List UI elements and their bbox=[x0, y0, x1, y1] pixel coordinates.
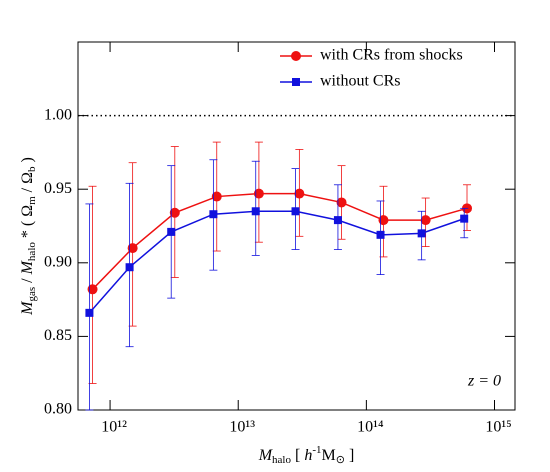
y-axis-label-part: / bbox=[19, 274, 36, 286]
y-axis-label-part: m bbox=[26, 196, 38, 205]
series-line bbox=[88, 210, 465, 314]
data-point bbox=[211, 191, 222, 202]
x-axis-label: Mhalo [ h-1M⊙ ] bbox=[258, 444, 355, 466]
annotation: z = 0 bbox=[467, 373, 501, 390]
x-tick-label: 10¹⁵ bbox=[485, 419, 511, 436]
data-point bbox=[251, 207, 260, 216]
x-axis-label-part: ⊙ bbox=[336, 454, 345, 466]
y-axis-label-part: M bbox=[19, 300, 36, 316]
x-axis-label-part: [ bbox=[291, 447, 304, 464]
x-tick-label: 10¹³ bbox=[229, 419, 255, 436]
y-axis-label-part: / Ω bbox=[19, 172, 36, 196]
data-point bbox=[85, 308, 94, 317]
x-axis-label-part: M bbox=[258, 447, 274, 464]
data-point bbox=[169, 207, 180, 218]
y-axis-label-part: ) bbox=[19, 157, 36, 166]
y-tick-label: 0.95 bbox=[44, 180, 72, 197]
series-line bbox=[92, 192, 468, 290]
data-point bbox=[87, 284, 98, 295]
data-point bbox=[336, 197, 347, 208]
y-tick-label: 0.90 bbox=[44, 253, 72, 270]
legend-label: without CRs bbox=[320, 73, 400, 90]
x-axis-label-part: -1 bbox=[312, 444, 321, 456]
y-axis-label-part: b bbox=[26, 166, 38, 172]
legend-label: with CRs from shocks bbox=[320, 47, 463, 64]
data-point bbox=[253, 188, 264, 199]
y-axis-label-part: gas bbox=[26, 287, 38, 302]
y-tick-label: 0.80 bbox=[44, 401, 72, 418]
x-axis-label-part: M bbox=[322, 447, 336, 464]
data-point bbox=[291, 207, 300, 216]
legend-marker bbox=[292, 78, 300, 86]
data-point bbox=[294, 188, 305, 199]
plot-frame bbox=[77, 41, 516, 411]
data-point bbox=[125, 263, 134, 272]
x-axis-label-part: halo bbox=[272, 454, 291, 466]
data-point bbox=[460, 214, 469, 223]
x-axis-label-part: ] bbox=[345, 447, 354, 464]
y-axis-label-part: halo bbox=[26, 242, 38, 261]
y-tick-label: 1.00 bbox=[44, 106, 72, 123]
data-point bbox=[167, 227, 176, 236]
y-axis-label-part: M bbox=[19, 259, 36, 275]
data-point bbox=[420, 215, 431, 226]
x-tick-label: 10¹² bbox=[101, 419, 127, 436]
data-point bbox=[127, 243, 138, 254]
data-point bbox=[376, 230, 385, 239]
data-point bbox=[209, 210, 218, 219]
data-point bbox=[378, 215, 389, 226]
data-point bbox=[333, 216, 342, 225]
x-tick-label: 10¹⁴ bbox=[357, 419, 384, 436]
y-tick-label: 0.85 bbox=[44, 327, 72, 344]
legend-marker bbox=[291, 51, 301, 61]
y-axis-label: Mgas / Mhalo * ( Ωm / Ωb ) bbox=[19, 157, 38, 316]
x-axis-label-part: h bbox=[304, 447, 312, 464]
data-point bbox=[417, 229, 426, 238]
y-axis-label-part: * ( Ω bbox=[19, 205, 36, 242]
